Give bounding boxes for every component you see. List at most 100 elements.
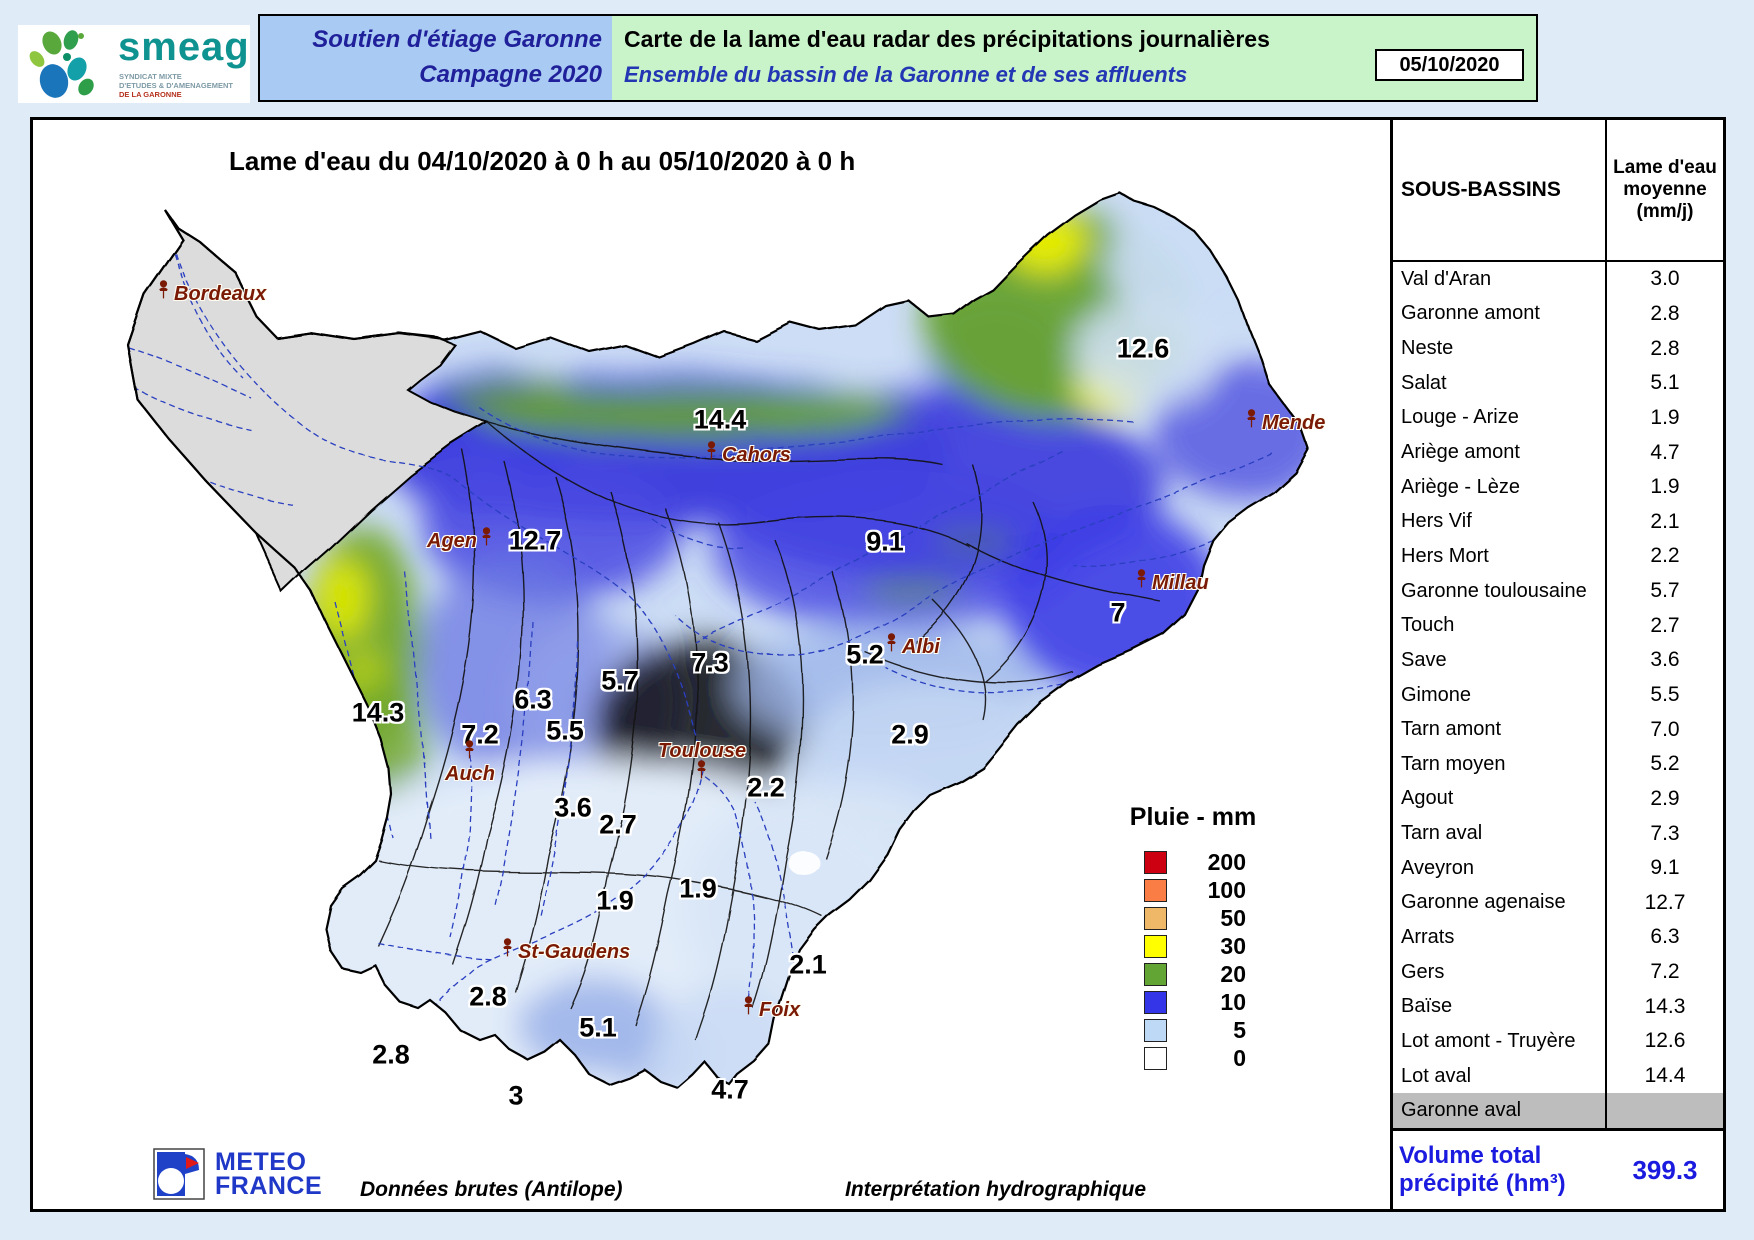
rain-value-label: 12.6 [1116,333,1170,364]
table-row: Arrats 6.3 [1393,920,1723,955]
city-label: Cahors [722,444,791,466]
basin-value-cell: 14.4 [1644,1064,1686,1088]
table-row: Louge - Arize 1.9 [1393,400,1723,436]
table-row: Hers Vif 2.1 [1393,504,1723,540]
rain-value-label: 2.1 [789,949,827,980]
rain-value-label: 3.6 [554,792,592,823]
legend-row: 20 [1118,960,1268,988]
legend-swatch [1144,1018,1167,1042]
legend-label: 10 [1220,988,1246,1015]
basin-name-cell: Aveyron [1393,850,1607,886]
table-row: Agout 2.9 [1393,781,1723,817]
basin-value-cell: 1.9 [1650,405,1680,429]
table-row: Save 3.6 [1393,643,1723,678]
basin-value-cell: 14.3 [1644,994,1686,1018]
date-display: 05/10/2020 [1375,49,1524,81]
basin-value-cell: 3.6 [1650,648,1680,672]
table-row: Neste 2.8 [1393,331,1723,366]
table-row: Baïse 14.3 [1393,989,1723,1025]
pushpin-icon [465,740,474,759]
basin-name-cell: Lot amont - Truyère [1393,1024,1607,1059]
city-label: Albi [902,636,940,658]
legend-row: 200 [1118,848,1268,876]
legend-row: 5 [1118,1016,1268,1044]
volume-total-value: 399.3 [1632,1154,1698,1185]
basin-value-cell: 7.2 [1650,960,1680,984]
meteo-france-logo: METEO FRANCE [153,1148,322,1200]
basin-value-cell: 2.7 [1650,613,1680,637]
column-header-basins: SOUS-BASSINS [1393,120,1607,260]
city-label: St-Gaudens [518,941,631,963]
basin-value-cell: 7.0 [1650,717,1680,741]
basin-map [126,191,1310,1090]
rain-value-label: 1.9 [679,873,717,904]
legend-swatch [1144,878,1167,902]
basin-name-cell: Gers [1393,954,1607,990]
table-row: Tarn moyen 5.2 [1393,746,1723,782]
legend-title: Pluie - mm [1129,803,1257,831]
legend-label: 50 [1220,904,1246,931]
basin-value-cell: 5.7 [1650,579,1680,603]
rain-legend: Pluie - mm 200 100 50 30 20 10 5 0 [1118,803,1268,1072]
pushpin-icon [159,280,168,299]
basin-name-cell: Ariège - Lèze [1393,469,1607,505]
rain-value-label: 2.2 [747,772,785,803]
pushpin-icon [1137,569,1146,588]
logo-wordmark: smeag [118,25,250,69]
volume-total-row: Volume total précipité (hm³) 399.3 [1393,1128,1723,1209]
basin-name-cell: Garonne amont [1393,296,1607,332]
campaign-panel: Soutien d'étiage Garonne Campagne 2020 [260,16,612,100]
legend-entries: 200 100 50 30 20 10 5 0 [1118,848,1268,1072]
smeag-leaves-icon [29,30,94,98]
basin-name-cell: Save [1393,643,1607,678]
city-label: Auch [445,763,495,785]
rain-value-label: 7 [1110,597,1126,628]
pushpin-icon [744,996,753,1015]
legend-label: 200 [1207,848,1246,875]
legend-swatch [1144,850,1167,874]
legend-label: 5 [1233,1016,1246,1043]
basin-name-cell: Hers Mort [1393,539,1607,574]
table-header: SOUS-BASSINS Lame d'eau moyenne (mm/j) [1393,120,1723,262]
pushpin-icon [482,527,491,546]
basin-value-cell: 9.1 [1650,856,1680,880]
basin-value-cell: 5.5 [1650,683,1680,706]
basin-name-cell: Gimone [1393,677,1607,713]
map-banner-subtitle: Ensemble du bassin de la Garonne et de s… [624,61,1188,87]
basin-name-cell: Garonne agenaise [1393,885,1607,921]
table-row: Ariège amont 4.7 [1393,435,1723,470]
basin-name-cell: Garonne toulousaine [1393,573,1607,609]
basin-name-cell: Agout [1393,781,1607,817]
legend-label: 100 [1207,876,1246,903]
pushpin-icon [887,633,896,652]
meteo-france-icon [153,1148,205,1200]
basin-value-cell: 2.8 [1650,336,1680,360]
rain-value-label: 7.3 [691,647,729,678]
map-panel: Lame d'eau du 04/10/2020 à 0 h au 05/10/… [33,120,1390,1209]
basin-name-cell: Ariège amont [1393,435,1607,470]
volume-total-label: Volume total précipité (hm³) [1399,1142,1566,1197]
basin-value-cell: 5.2 [1650,752,1680,776]
rain-value-label: 6.3 [514,684,552,715]
map-title: Lame d'eau du 04/10/2020 à 0 h au 05/10/… [229,146,856,176]
table-row: Garonne toulousaine 5.7 [1393,573,1723,609]
pushpin-icon [503,938,512,957]
logo-subtitle: SYNDICAT MIXTE D'ETUDES & D'AMENAGEMENT … [119,72,233,99]
basin-name-cell: Neste [1393,331,1607,366]
basin-value-cell: 12.6 [1644,1029,1686,1053]
basin-name-cell: Tarn aval [1393,816,1607,851]
rain-value-label: 14.4 [693,404,747,435]
basin-value-cell: 7.3 [1650,821,1680,845]
table-row: Garonne agenaise 12.7 [1393,885,1723,921]
city-label: Mende [1262,412,1326,434]
legend-swatch [1144,934,1167,958]
city-label: Foix [759,999,801,1021]
basin-name-cell: Tarn moyen [1393,746,1607,782]
rain-value-label: 2.9 [891,719,929,750]
campaign-line1: Soutien d'étiage Garonne [312,25,602,53]
title-panel: Carte de la lame d'eau radar des précipi… [612,16,1536,100]
river-lines [128,214,1272,1013]
table-row: Lot aval 14.4 [1393,1058,1723,1094]
table-row: Val d'Aran 3.0 [1393,262,1723,297]
pushpin-icon [697,760,706,779]
